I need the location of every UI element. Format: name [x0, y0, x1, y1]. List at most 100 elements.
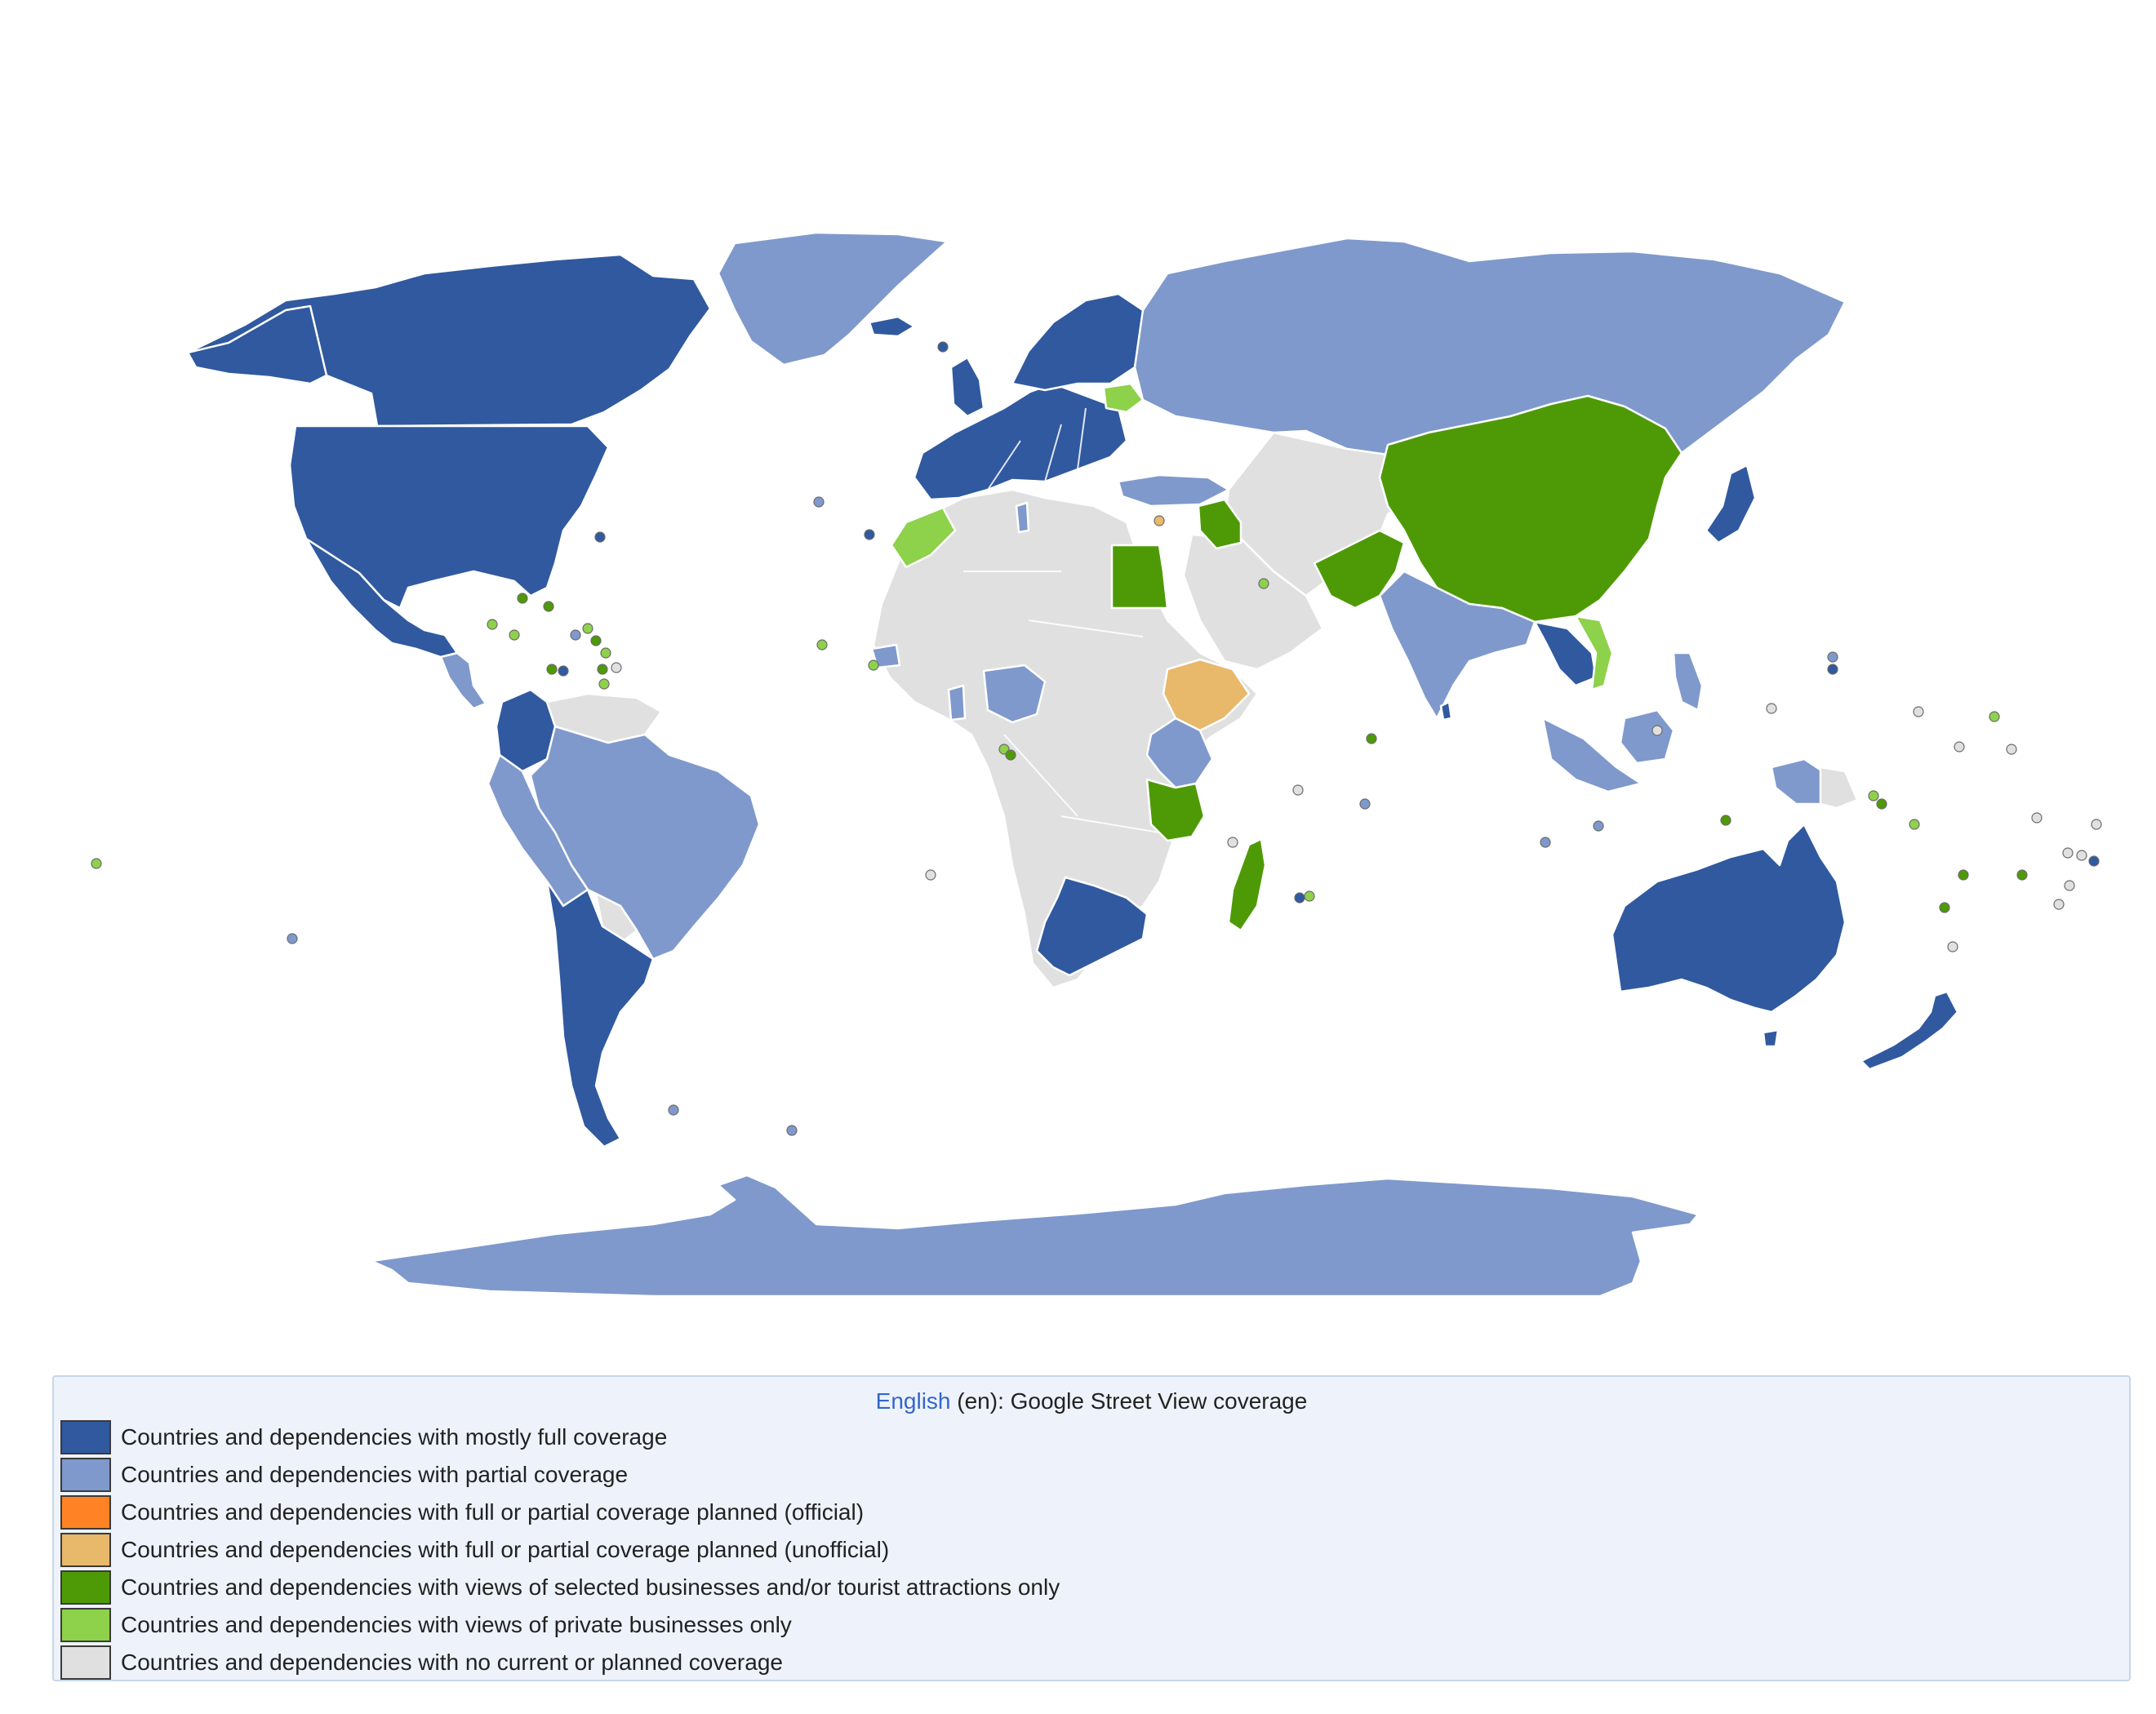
- legend-label: Countries and dependencies with full or …: [121, 1537, 890, 1562]
- island-dot: [2006, 744, 2017, 755]
- legend-title: English (en): Google Street View coverag…: [54, 1388, 2129, 1414]
- island-dot: [1154, 515, 1165, 526]
- pakistan: [1313, 529, 1406, 610]
- nigeria: [982, 664, 1047, 724]
- island-dot: [2053, 899, 2065, 910]
- legend-label: Countries and dependencies with no curre…: [121, 1650, 783, 1675]
- ethiopia: [1162, 658, 1251, 732]
- papua-new-guinea: [1819, 766, 1859, 810]
- island-dot: [582, 623, 593, 634]
- island-dot: [1651, 725, 1663, 736]
- island-dot: [1954, 741, 1965, 753]
- island-dot: [786, 1125, 798, 1136]
- island-dot: [925, 869, 936, 881]
- thailand-cambodia: [1533, 620, 1598, 687]
- island-dot: [509, 629, 520, 641]
- island-dot: [611, 662, 622, 673]
- island-dot: [546, 664, 558, 675]
- island-dot: [2062, 847, 2074, 859]
- legend-item-planned-official: Countries and dependencies with full or …: [60, 1494, 864, 1530]
- island-dot: [1359, 798, 1371, 810]
- legend-title-text: (en): Google Street View coverage: [950, 1388, 1308, 1414]
- island-markers: [91, 341, 2102, 1136]
- legend-label: Countries and dependencies with full or …: [121, 1499, 865, 1525]
- iceland: [868, 315, 916, 338]
- island-dot: [1947, 941, 1958, 952]
- island-dot: [1227, 837, 1238, 848]
- island-dot: [937, 341, 949, 353]
- egypt: [1110, 544, 1169, 610]
- island-dot: [600, 647, 611, 659]
- island-dot: [543, 601, 554, 612]
- island-dot: [2091, 819, 2102, 830]
- island-dot: [813, 496, 825, 508]
- island-dot: [1909, 819, 1920, 830]
- southern-africa: [1035, 876, 1149, 977]
- swatch-selected-businesses: [60, 1570, 111, 1605]
- island-dot: [1913, 706, 1924, 717]
- island-dot: [558, 665, 569, 677]
- legend-item-selected-businesses: Countries and dependencies with views of…: [60, 1570, 1060, 1605]
- legend-item-partial: Countries and dependencies with partial …: [60, 1457, 628, 1493]
- legend-item-private-businesses: Countries and dependencies with views of…: [60, 1607, 792, 1643]
- world-coverage-map: [91, 231, 2102, 1298]
- map-legend: English (en): Google Street View coverag…: [52, 1375, 2131, 1681]
- tunisia: [1015, 501, 1030, 534]
- island-dot: [1939, 902, 1950, 913]
- island-dot: [2031, 812, 2043, 824]
- island-dot: [594, 531, 606, 543]
- island-dot: [1868, 790, 1879, 801]
- island-dot: [1005, 749, 1016, 761]
- language-link[interactable]: English: [875, 1388, 951, 1414]
- legend-label: Countries and dependencies with views of…: [121, 1574, 1060, 1600]
- tanzania: [1145, 778, 1206, 842]
- legend-label: Countries and dependencies with views of…: [121, 1612, 792, 1637]
- iraq: [1197, 498, 1242, 550]
- island-dot: [590, 635, 602, 646]
- russia: [1133, 237, 1847, 468]
- island-dot: [1540, 837, 1551, 848]
- island-dot: [1827, 664, 1838, 675]
- island-dot: [597, 664, 608, 675]
- island-dot: [517, 593, 528, 604]
- legend-label: Countries and dependencies with mostly f…: [121, 1424, 668, 1450]
- vietnam: [1574, 615, 1614, 691]
- island-dot: [1876, 798, 1887, 810]
- swatch-partial: [60, 1458, 111, 1492]
- sri-lanka: [1439, 700, 1453, 722]
- borneo: [1619, 708, 1675, 765]
- swatch-planned-unofficial: [60, 1533, 111, 1567]
- island-dot: [868, 659, 879, 671]
- greenland: [717, 231, 949, 366]
- new-zealand: [1860, 990, 1959, 1071]
- australia: [1611, 823, 1847, 1014]
- island-dot: [668, 1104, 679, 1116]
- japan: [1705, 464, 1757, 544]
- island-dot: [2064, 880, 2075, 891]
- africa-borders: [963, 571, 1160, 833]
- island-dot: [1958, 869, 1969, 881]
- island-dot: [91, 858, 102, 869]
- island-dot: [2088, 855, 2100, 867]
- legend-item-planned-unofficial: Countries and dependencies with full or …: [60, 1532, 889, 1568]
- swatch-private-businesses: [60, 1608, 111, 1642]
- island-dot: [1366, 733, 1377, 744]
- swatch-mostly-full: [60, 1420, 111, 1454]
- island-dot: [1292, 784, 1304, 796]
- legend-item-no-coverage: Countries and dependencies with no curre…: [60, 1645, 783, 1681]
- island-dot: [287, 933, 298, 944]
- canada: [186, 253, 712, 428]
- island-dot: [1294, 892, 1305, 904]
- swatch-no-coverage: [60, 1645, 111, 1680]
- china: [1378, 394, 1683, 624]
- morocco: [890, 506, 957, 569]
- ghana: [947, 684, 967, 722]
- belarus: [1102, 382, 1145, 414]
- uk-ireland: [949, 356, 985, 418]
- island-dot: [1720, 815, 1731, 826]
- island-dot: [487, 619, 498, 630]
- island-dot: [1304, 890, 1315, 902]
- island-dot: [2076, 850, 2087, 861]
- indonesia: [1541, 717, 1643, 793]
- tasmania: [1762, 1028, 1780, 1048]
